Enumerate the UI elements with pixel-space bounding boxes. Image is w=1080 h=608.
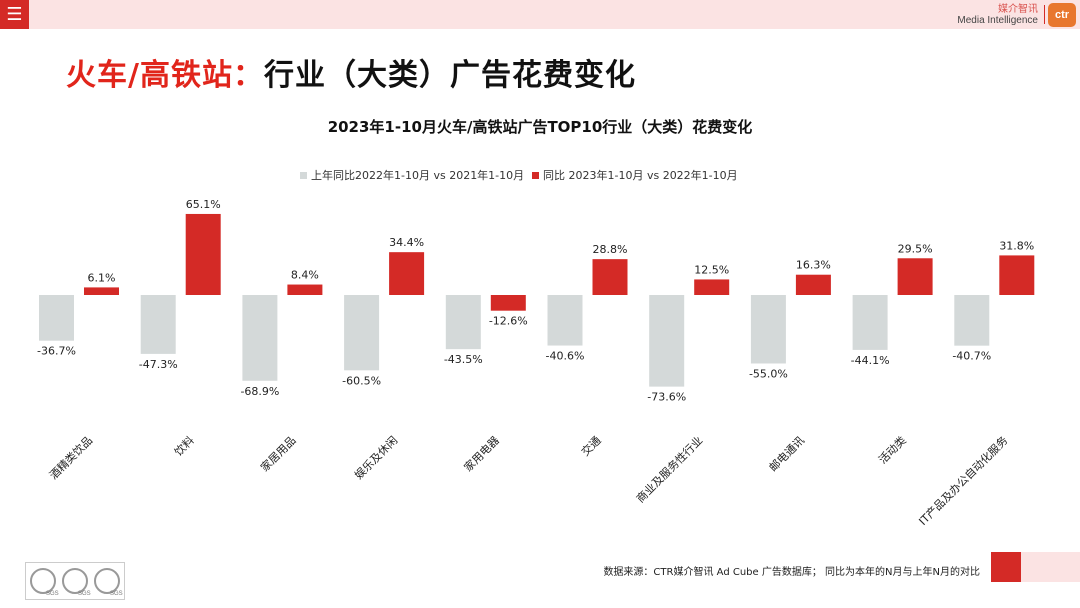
bar-prev-year [445,295,481,350]
cert-label: SGS [46,591,59,597]
bar-current-year [795,274,831,295]
data-label: 16.3% [796,259,831,272]
page-title-red: 火车/高铁站： [66,58,264,93]
bar-current-year [389,252,425,295]
data-label: 29.5% [898,242,933,255]
page-title: 火车/高铁站：行业（大类）广告花费变化 [66,50,636,94]
sgs-cert-icon [94,568,120,594]
category-label: 娱乐及休闲 [351,433,400,482]
chart-title: 2023年1-10月火车/高铁站广告TOP10行业（大类）花费变化 [327,118,753,136]
category-label: 酒精类饮品 [46,433,95,482]
legend-label-current-year: 同比 2023年1-10月 vs 2022年1-10月 [543,169,738,182]
bar-prev-year [242,295,278,381]
category-label: 家居用品 [258,433,299,474]
data-label: -40.6% [546,350,585,363]
bar-prev-year [344,295,380,371]
page-title-black: 行业（大类）广告花费变化 [263,58,636,93]
legend-item-prev-year: 上年同比2022年1-10月 vs 2021年1-10月 [300,167,524,183]
bar-prev-year [954,295,990,346]
data-label: 34.4% [389,236,424,249]
bar-current-year [84,287,119,295]
data-label: 8.4% [291,269,319,282]
data-label: -36.7% [37,345,76,358]
sgs-cert-icon [30,568,56,594]
category-label: IT产品及办公自动化服务 [916,433,1011,528]
data-label: -68.9% [240,385,279,398]
certification-badges: SGS SGS SGS [25,562,125,600]
bar-prev-year [649,295,685,387]
brand-text: 媒介智讯 Media Intelligence [957,4,1038,26]
corner-red-block [991,552,1021,582]
data-label: -73.6% [647,391,686,404]
category-label: 饮料 [171,433,196,458]
data-label: -55.0% [749,367,788,380]
bar-prev-year [750,295,786,364]
data-label: -40.7% [952,350,991,363]
data-label: -12.6% [489,315,528,328]
bar-current-year [287,284,323,295]
legend-swatch-red [532,171,539,179]
category-label: 邮电通讯 [767,434,807,474]
category-label: 活动类 [875,433,908,466]
data-source: 数据来源：CTR媒介智讯 Ad Cube 广告数据库； 同比为本年的N月与上年N… [603,567,980,578]
legend-item-current-year: 同比 2023年1-10月 vs 2022年1-10月 [532,167,738,183]
brand-en: Media Intelligence [957,15,1038,26]
data-label: -60.5% [342,374,381,387]
category-label: 商业及服务性行业 [633,433,705,505]
ctr-logo: ctr [1048,3,1076,27]
top-bar [0,0,1080,29]
data-label: 12.5% [694,263,729,276]
cert-label: SGS [110,591,123,597]
data-label: 65.1% [186,198,221,211]
data-label: -47.3% [139,358,178,371]
sgs-cert-icon [62,568,88,594]
data-label: -43.5% [444,353,483,366]
category-label: 家用电器 [461,433,502,474]
bar-prev-year [140,295,176,354]
legend-swatch-gray [300,171,307,179]
menu-icon[interactable]: ☰ [0,0,29,29]
bar-prev-year [547,295,583,346]
data-label: 31.8% [999,239,1034,252]
data-label: 6.1% [88,271,116,284]
brand-divider [1044,5,1045,24]
bar-current-year [897,258,933,295]
bar-current-year [694,279,730,295]
data-label: 28.8% [593,243,628,256]
bar-current-year [185,213,221,295]
data-label: -44.1% [851,354,890,367]
category-label: 交通 [578,433,603,458]
bar-current-year [999,255,1035,295]
legend-label-prev-year: 上年同比2022年1-10月 vs 2021年1-10月 [311,169,525,182]
bar-prev-year [39,295,74,341]
cert-label: SGS [78,591,91,597]
bar-current-year [490,295,526,311]
bar-prev-year [852,295,888,350]
bar-current-year [592,259,628,295]
brand-cn: 媒介智讯 [998,4,1038,15]
